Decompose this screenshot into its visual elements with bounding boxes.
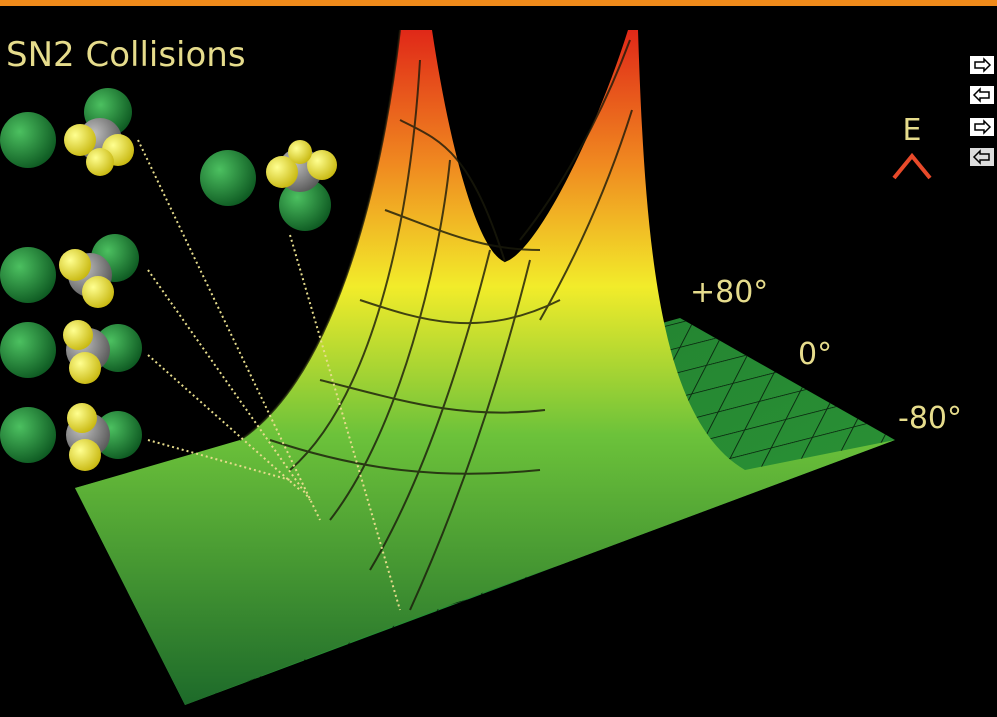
angle-label: +80° — [690, 275, 768, 310]
top-bar — [0, 0, 997, 6]
angle-label: -80° — [898, 401, 962, 436]
title: SN2 Collisions — [6, 35, 246, 75]
energy-surface — [75, 30, 895, 705]
nav-buttons — [970, 56, 994, 166]
back-button[interactable] — [970, 86, 994, 104]
energy-label: E — [903, 113, 922, 148]
angle-label: 0° — [798, 337, 832, 372]
forward-button[interactable] — [970, 56, 994, 74]
forward-button[interactable] — [970, 118, 994, 136]
energy-axis: E — [894, 113, 930, 332]
screen: SN2 Collisions E +80° 0° -80° — [0, 0, 997, 717]
back-button[interactable] — [970, 148, 994, 166]
